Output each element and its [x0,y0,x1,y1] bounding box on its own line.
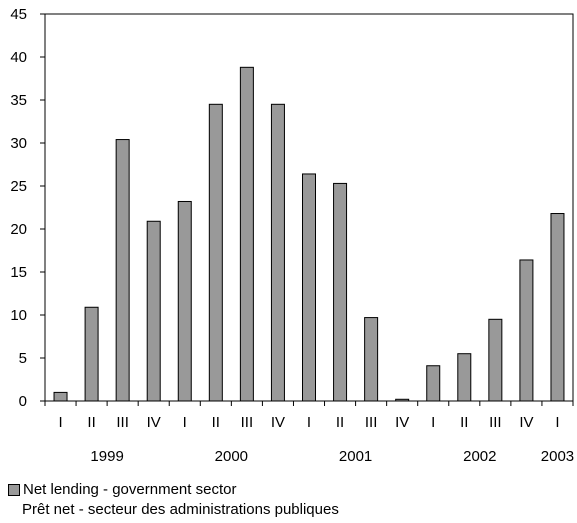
bar [488,318,503,402]
legend-label-fr: Prêt net - secteur des administrations p… [22,501,339,518]
year-label: 2000 [215,448,248,465]
bar [270,103,285,402]
bar [426,365,441,402]
legend-swatch [8,484,20,496]
y-tick-label: 5 [19,350,27,367]
bar [395,398,410,402]
x-tick-label: IV [395,414,409,431]
y-tick-label: 30 [10,135,27,152]
year-label: 1999 [90,448,123,465]
x-tick-label: IV [147,414,161,431]
x-tick-label: III [116,414,129,431]
legend-entry: Net lending - government sector [8,480,339,500]
bar [53,391,68,402]
bar [364,317,379,402]
y-tick-label: 10 [10,307,27,324]
x-tick-label: I [307,414,311,431]
y-tick-label: 15 [10,264,27,281]
legend: Net lending - government sector Prêt net… [8,480,339,520]
bar [177,200,192,402]
x-tick-label: I [431,414,435,431]
year-label: 2001 [339,448,372,465]
bar [239,66,254,402]
bar [115,139,130,402]
bar [457,353,472,402]
year-label: 2002 [463,448,496,465]
bar [146,220,161,402]
legend-label-en: Net lending - government sector [23,481,237,498]
x-tick-label: IV [271,414,285,431]
x-tick-label: III [241,414,254,431]
y-tick-label: 0 [19,393,27,410]
x-tick-label: II [460,414,468,431]
x-tick-label: III [489,414,502,431]
x-tick-label: I [183,414,187,431]
bar [550,213,565,402]
y-tick-label: 45 [10,6,27,23]
x-tick-label: I [555,414,559,431]
x-tick-label: II [336,414,344,431]
bar [302,173,316,402]
x-tick-label: II [87,414,95,431]
y-tick-label: 20 [10,221,27,238]
x-tick-label: IV [519,414,533,431]
bar [519,259,534,402]
y-tick-label: 25 [10,178,27,195]
x-tick-label: III [365,414,378,431]
x-tick-label: I [58,414,62,431]
bar [84,306,99,402]
y-tick-label: 40 [10,49,27,66]
y-tick-label: 35 [10,92,27,109]
year-label: 2003 [541,448,574,465]
x-tick-label: II [212,414,220,431]
bar [333,182,348,402]
bar [208,103,223,402]
